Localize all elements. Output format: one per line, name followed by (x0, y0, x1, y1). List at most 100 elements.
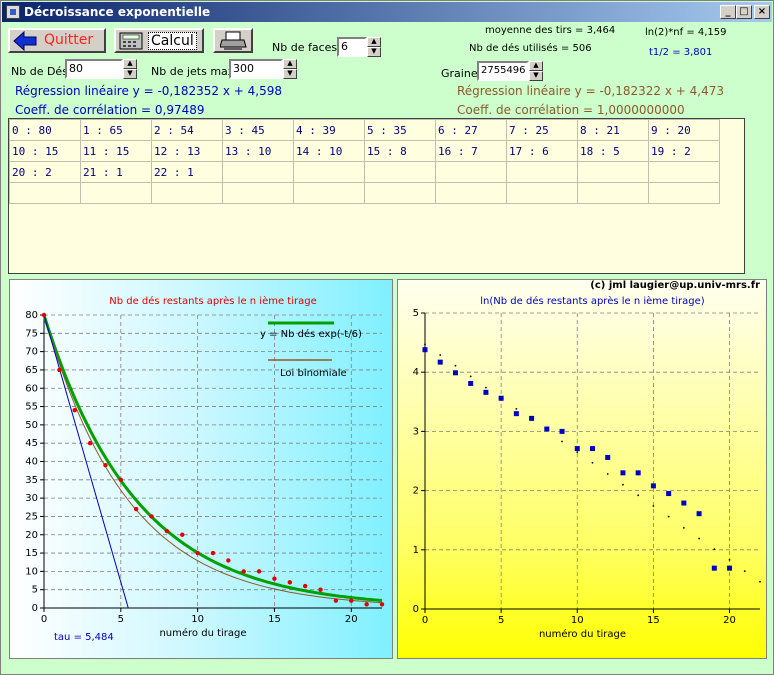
data-square (605, 454, 611, 460)
data-point (226, 558, 231, 563)
regression-dot (759, 580, 761, 583)
table-cell[interactable] (506, 161, 578, 183)
table-cell[interactable] (293, 182, 365, 204)
left-correlation-text: Coeff. de corrélation = 0,97489 (15, 103, 205, 117)
data-point (318, 587, 323, 592)
data-point (180, 532, 185, 537)
data-point (272, 576, 277, 581)
y-tick-label: 0 (32, 603, 38, 614)
close-button[interactable]: × (754, 5, 770, 19)
table-cell[interactable]: 8 : 21 (577, 119, 649, 141)
table-cell[interactable] (648, 182, 720, 204)
table-cell[interactable]: 15 : 8 (364, 140, 436, 162)
binomial-curve (43, 314, 383, 604)
tau-annotation: tau = 5,484 (54, 632, 114, 643)
data-point (195, 550, 200, 556)
y-tick-label: 70 (25, 347, 38, 358)
data-point (133, 506, 139, 512)
results-grid[interactable]: 0 : 80 1 : 65 2 : 54 3 : 45 4 : 39 5 : 35 6 : … (8, 118, 745, 274)
y-tick-label: 30 (25, 493, 38, 504)
table-cell[interactable] (648, 161, 720, 183)
table-cell[interactable]: 20 : 2 (9, 161, 81, 183)
table-cell[interactable]: 3 : 45 (222, 119, 294, 141)
table-cell[interactable] (9, 182, 81, 204)
table-cell[interactable]: 13 : 10 (222, 140, 294, 162)
table-cell[interactable]: 14 : 10 (293, 140, 365, 162)
regression-dot (622, 483, 624, 486)
table-cell[interactable]: 0 : 80 (9, 119, 81, 141)
y-tick-label: 65 (25, 365, 38, 376)
regression-dot (713, 548, 716, 551)
chart-title: ln(Nb de dés restants après le n ième ti… (480, 295, 705, 307)
data-square (727, 565, 733, 571)
table-cell[interactable]: 21 : 1 (80, 161, 152, 183)
chart-title: Nb de dés restants après le n ième tirag… (109, 295, 317, 307)
minimize-button[interactable]: _ (720, 5, 736, 19)
table-cell[interactable]: 10 : 15 (9, 140, 81, 162)
table-cell[interactable]: 1 : 65 (80, 119, 152, 141)
ln2nf-text: ln(2)*nf = 4,159 (645, 27, 727, 38)
table-cell[interactable]: 19 : 2 (648, 140, 720, 162)
table-cell[interactable]: 12 : 13 (151, 140, 223, 162)
copyright-text: (c) jml laugier@up.univ-mrs.fr (590, 280, 760, 291)
data-square (559, 428, 565, 434)
nb-faces-input[interactable]: 6 (337, 37, 367, 57)
app-icon[interactable] (6, 5, 20, 19)
x-axis-label: numéro du tirage (539, 628, 626, 640)
table-cell[interactable] (222, 182, 294, 204)
y-tick-label: 1 (413, 545, 419, 556)
table-cell[interactable]: 9 : 20 (648, 119, 720, 141)
print-button[interactable] (213, 28, 253, 53)
regression-dot (606, 473, 609, 475)
x-tick-label: 15 (268, 614, 281, 625)
results-table: 0 : 80 1 : 65 2 : 54 3 : 45 4 : 39 5 : 35 6 : … (9, 119, 720, 204)
x-tick-label: 5 (498, 615, 504, 626)
table-cell[interactable]: 17 : 6 (506, 140, 578, 162)
data-square (468, 380, 474, 386)
table-cell[interactable] (80, 182, 152, 204)
nb-des-input[interactable]: 80 (65, 59, 123, 79)
data-point (103, 462, 108, 468)
table-cell[interactable]: 16 : 7 (435, 140, 507, 162)
table-cell[interactable] (222, 161, 294, 183)
table-cell[interactable] (506, 182, 578, 204)
nb-faces-spinner[interactable]: ▲ ▼ (367, 37, 381, 57)
table-cell[interactable] (435, 182, 507, 204)
table-cell[interactable] (151, 182, 223, 204)
data-square (498, 395, 504, 401)
table-cell[interactable]: 18 : 5 (577, 140, 649, 162)
data-point (287, 580, 293, 585)
y-tick-label: 15 (25, 548, 38, 559)
data-square (529, 415, 535, 421)
table-cell[interactable] (435, 161, 507, 183)
table-cell[interactable]: 4 : 39 (293, 119, 365, 141)
data-square (437, 359, 443, 365)
table-cell[interactable]: 5 : 35 (364, 119, 436, 141)
table-cell[interactable] (364, 161, 436, 183)
quit-button[interactable]: Quitter (8, 28, 106, 53)
table-cell[interactable]: 6 : 27 (435, 119, 507, 141)
table-cell[interactable] (577, 161, 649, 183)
table-cell[interactable]: 2 : 54 (151, 119, 223, 141)
table-cell[interactable]: 22 : 1 (151, 161, 223, 183)
table-cell[interactable] (577, 182, 649, 204)
nb-des-spinner[interactable]: ▲ ▼ (123, 59, 137, 79)
left-regression-text: Régression linéaire y = -0,182352 x + 4,… (15, 84, 282, 98)
graine-spinner[interactable]: ▲ ▼ (529, 61, 543, 81)
maximize-button[interactable]: □ (736, 5, 752, 19)
data-point (72, 408, 77, 413)
title-bar: Décroissance exponentielle _ □ × (2, 2, 772, 22)
graine-input[interactable]: 2755496 (477, 61, 529, 81)
nb-jets-input[interactable]: 300 (229, 59, 283, 79)
calc-button[interactable]: Calcul (114, 28, 204, 53)
tangent-line (43, 314, 129, 609)
table-cell[interactable] (364, 182, 436, 204)
x-tick-label: 0 (41, 614, 47, 625)
table-cell[interactable]: 11 : 15 (80, 140, 152, 162)
data-point (256, 569, 262, 574)
data-point (302, 583, 308, 589)
nb-jets-spinner[interactable]: ▲ ▼ (283, 59, 297, 79)
table-cell[interactable]: 7 : 25 (506, 119, 578, 141)
table-cell[interactable] (293, 161, 365, 183)
right-correlation-text: Coeff. de corrélation = 1,0000000000 (457, 103, 685, 117)
